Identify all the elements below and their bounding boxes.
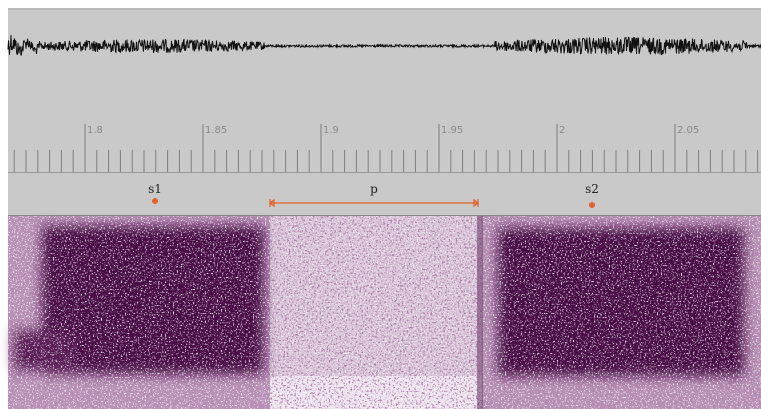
waveform-panel: [8, 8, 761, 100]
boundary: [477, 216, 483, 409]
page: 1.81.851.91.9522.05 s1 p s2 (() => { con…: [0, 0, 761, 409]
time-ruler: [8, 100, 761, 172]
annotation-label: p: [370, 182, 378, 196]
annotation-tier: [8, 173, 761, 215]
tick-label: 1.95: [441, 125, 463, 136]
tick-label: 2: [559, 125, 565, 136]
annotation-label: s2: [585, 182, 599, 196]
speckle: [8, 216, 761, 409]
tick-label: 1.8: [87, 125, 103, 136]
tick-label: 1.85: [205, 125, 227, 136]
spectrogram: [8, 216, 761, 409]
tick-label: 2.05: [677, 125, 699, 136]
tick-label: 1.9: [323, 125, 339, 136]
analysis-view: 1.8 1.85 1.9 1.95 2 2.05 s1 p s2: [0, 0, 761, 409]
annotation-label: s1: [148, 182, 162, 196]
